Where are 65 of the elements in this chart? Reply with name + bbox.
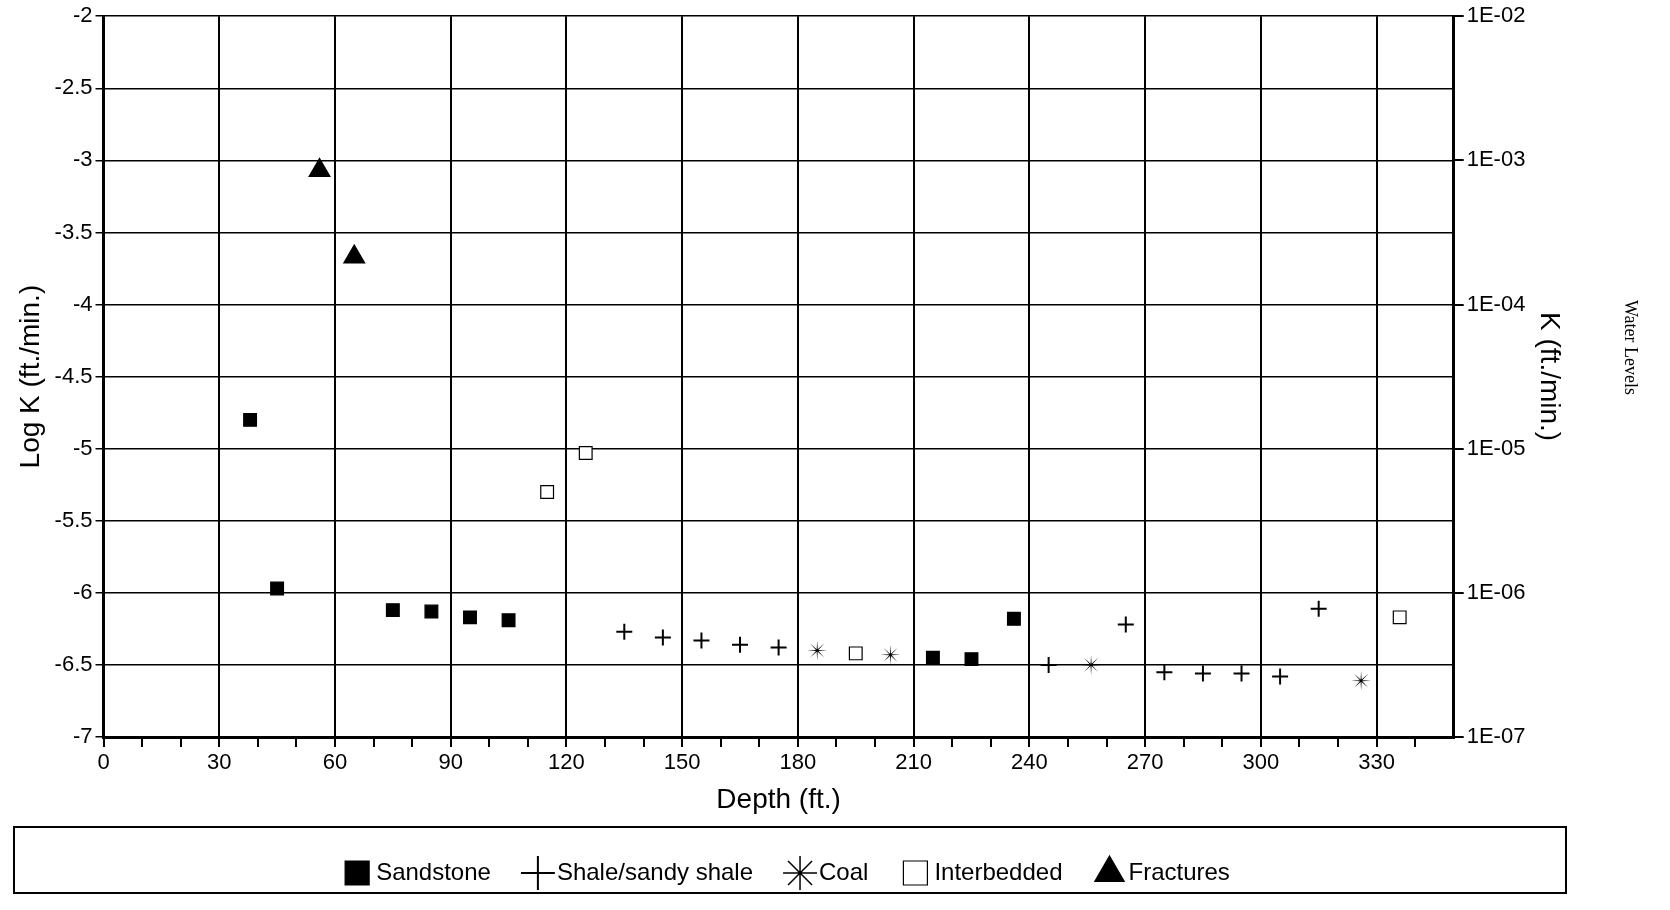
y2-tick-label: 1E-06 — [1466, 578, 1526, 604]
point — [731, 635, 750, 654]
y-axis-title: Log K (ft./min.) — [13, 284, 45, 469]
legend-label: Fractures — [1128, 857, 1230, 885]
x-tick-label: 90 — [438, 749, 463, 775]
y2-tick-label: 1E-02 — [1466, 2, 1526, 28]
legend-label: Coal — [819, 857, 869, 885]
y2-tick-label: 1E-05 — [1466, 434, 1526, 460]
y-tick-label: -4.5 — [54, 362, 93, 388]
point — [501, 613, 516, 628]
x-tick-label: 240 — [1010, 749, 1048, 775]
y-tick-label: -3.5 — [54, 218, 93, 244]
point — [243, 412, 258, 427]
point — [615, 622, 634, 641]
point — [1232, 664, 1251, 683]
x-tick-label: 180 — [779, 749, 817, 775]
x-tick-label: 0 — [97, 749, 110, 775]
legend-label: Shale/sandy shale — [556, 857, 754, 885]
point — [848, 646, 863, 661]
legend-label: Interbedded — [934, 857, 1063, 885]
x-axis-title: Depth (ft.) — [716, 782, 841, 814]
point — [692, 631, 711, 650]
y-tick-label: -2 — [72, 2, 93, 28]
x-tick-label: 210 — [895, 749, 932, 775]
y-tick-label: -6.5 — [54, 650, 93, 676]
x-tick-label: 30 — [207, 749, 232, 775]
y2-tick-label: 1E-03 — [1466, 146, 1526, 172]
point — [308, 157, 331, 178]
point — [925, 650, 940, 665]
point — [653, 628, 672, 647]
point — [1116, 615, 1135, 634]
x-tick-label: 300 — [1242, 749, 1280, 775]
y-tick-label: -4 — [72, 290, 93, 316]
point — [270, 581, 285, 596]
point — [1309, 599, 1328, 618]
text: Water Levels — [1620, 300, 1641, 396]
y-tick-label: -5.5 — [54, 506, 93, 532]
y-tick-label: -6 — [72, 578, 93, 604]
point — [1006, 611, 1021, 626]
point — [1155, 663, 1174, 682]
point — [463, 610, 477, 625]
point — [385, 603, 400, 618]
point — [769, 638, 788, 657]
point — [964, 652, 979, 667]
point — [578, 446, 593, 460]
point — [424, 604, 439, 619]
point — [1271, 667, 1290, 686]
y2-tick-label: 1E-04 — [1466, 290, 1526, 316]
x-tick-label: 150 — [663, 749, 701, 775]
point — [1039, 655, 1058, 674]
x-tick-label: 330 — [1358, 749, 1395, 775]
y-tick-label: -3 — [72, 146, 93, 172]
y2-tick-label: 1E-07 — [1466, 723, 1526, 749]
x-tick-label: 120 — [548, 749, 585, 775]
legend-label: Sandstone — [376, 857, 491, 885]
y-tick-label: -7 — [72, 723, 93, 749]
y-tick-label: -5 — [72, 434, 93, 460]
y-tick-label: -2.5 — [54, 74, 93, 100]
point — [540, 484, 555, 499]
x-tick-label: 60 — [322, 749, 348, 775]
point — [1392, 610, 1407, 625]
y2-axis-title: K (ft./min.) — [1535, 312, 1567, 442]
x-tick-label: 270 — [1126, 749, 1164, 775]
point — [343, 244, 366, 264]
point — [1193, 664, 1212, 683]
